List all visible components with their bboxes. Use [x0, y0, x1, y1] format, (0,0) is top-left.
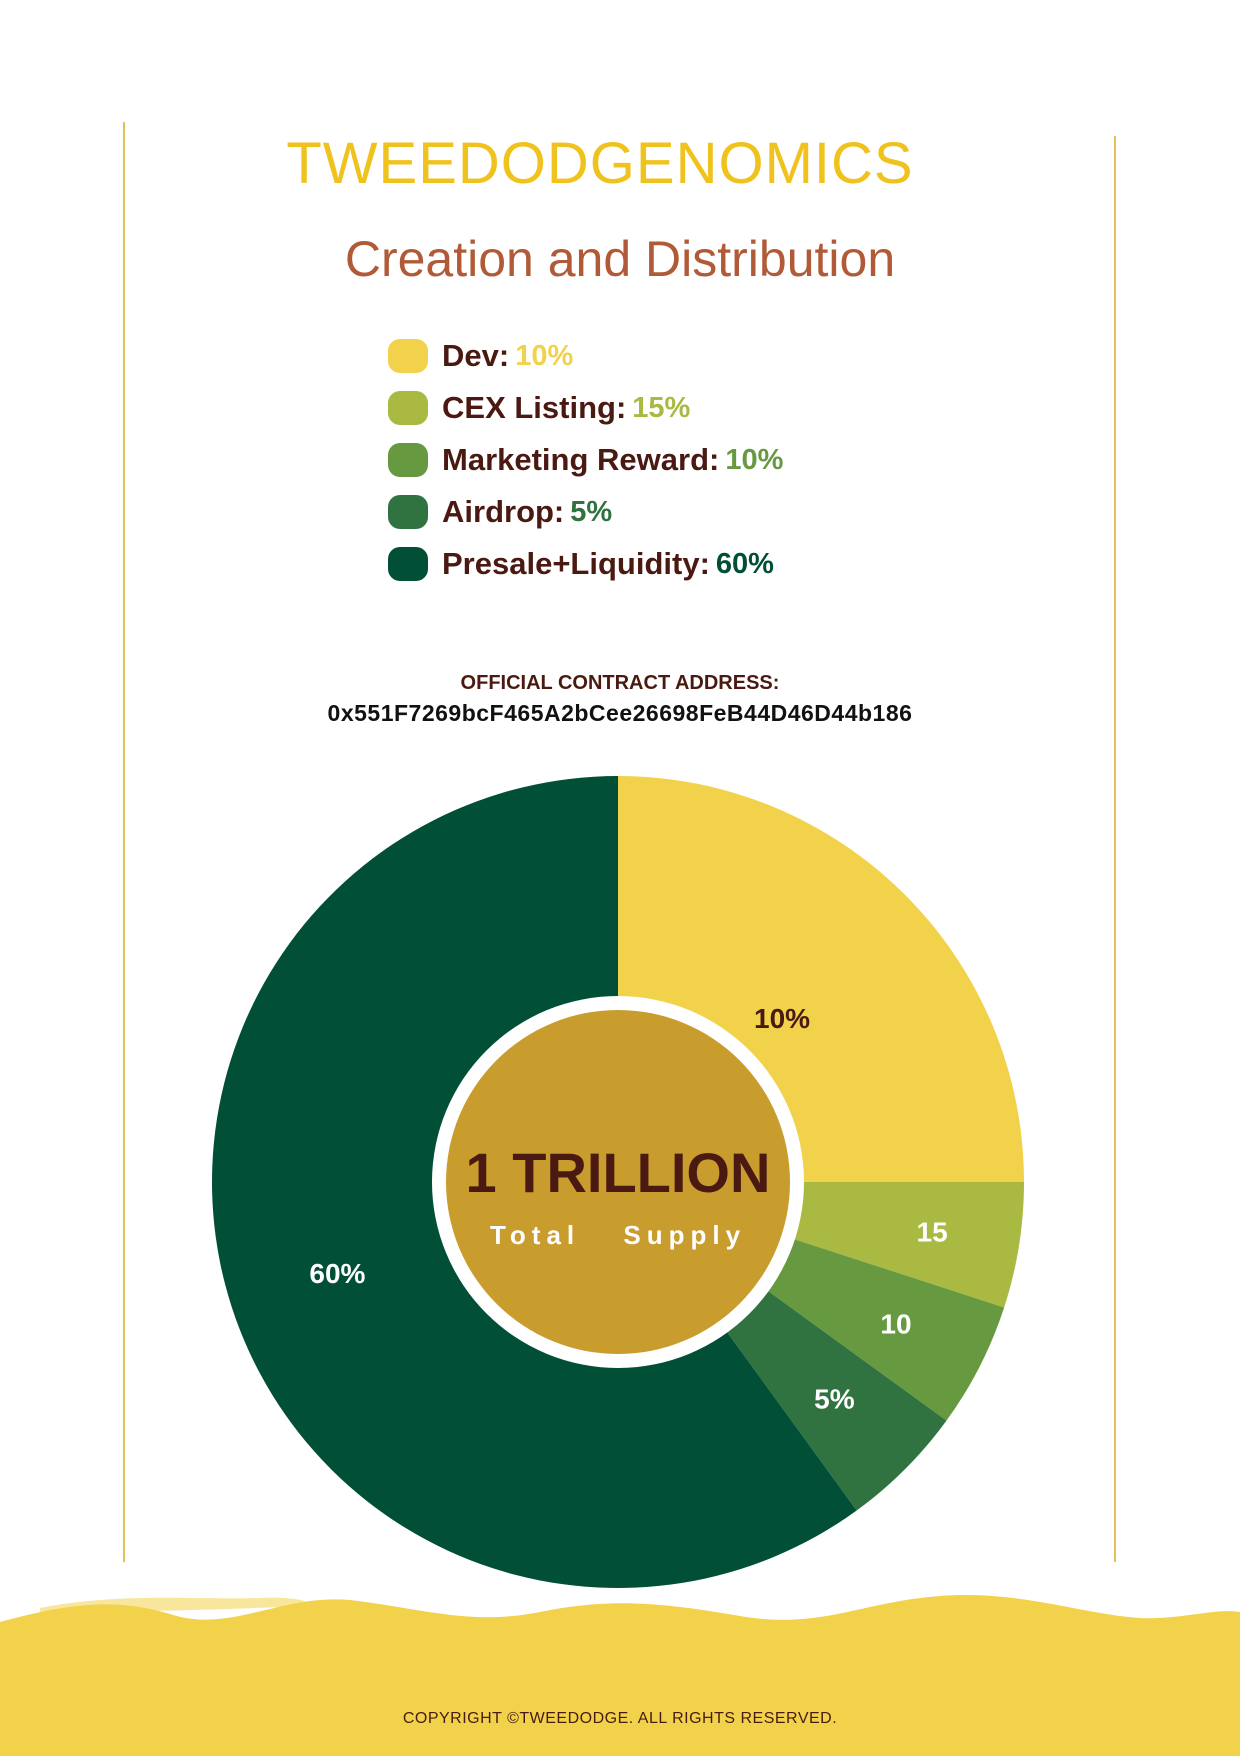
contract-address[interactable]: 0x551F7269bcF465A2bCee26698FeB44D46D44b1… — [327, 700, 913, 726]
legend-label: Dev: — [442, 338, 510, 373]
legend-swatch — [388, 443, 428, 477]
pie-data-label: 10% — [754, 1003, 810, 1034]
pie-data-label: 10 — [880, 1309, 911, 1340]
contract-label: OFFICIAL CONTRACT ADDRESS: — [460, 672, 780, 694]
total-supply-value: 1 TRILLION — [465, 1141, 771, 1204]
legend-item-airdrop: Airdrop: 5% — [388, 486, 783, 538]
center-circle — [446, 1010, 790, 1354]
legend-item-cex-listing: CEX Listing: 15% — [388, 382, 783, 434]
legend-label: CEX Listing: — [442, 390, 627, 425]
legend-swatch — [388, 339, 428, 373]
legend-swatch — [388, 495, 428, 529]
legend-value: 15% — [632, 391, 691, 424]
pie-data-label: 60% — [309, 1258, 365, 1289]
pie-data-label: 5% — [814, 1383, 855, 1414]
footer-wave-streak — [40, 1597, 308, 1612]
legend-value: 5% — [570, 495, 613, 528]
right-border-line — [1114, 136, 1116, 1562]
legend-value: 10% — [725, 443, 784, 476]
page-title: TWEEDODGENOMICS — [286, 131, 914, 196]
legend-item-marketing-reward: Marketing Reward: 10% — [388, 434, 783, 486]
footer-wave — [0, 1595, 1240, 1756]
copyright-footer: COPYRIGHT ©TWEEDODGE. ALL RIGHTS RESERVE… — [402, 1710, 838, 1727]
legend-item-presale-liquidity: Presale+Liquidity: 60% — [388, 538, 783, 590]
legend-swatch — [388, 391, 428, 425]
legend-item-dev: Dev: 10% — [388, 330, 783, 382]
legend-value: 60% — [715, 547, 774, 580]
legend-swatch — [388, 547, 428, 581]
legend-value: 10% — [515, 339, 574, 372]
total-supply-caption: Total Supply — [489, 1220, 747, 1250]
legend-label: Marketing Reward: — [442, 442, 720, 477]
legend-label: Presale+Liquidity: — [442, 546, 710, 581]
left-border-line — [123, 122, 125, 1562]
page-subtitle: Creation and Distribution — [344, 231, 896, 287]
pie-data-label: 15 — [917, 1217, 948, 1248]
legend-label: Airdrop: — [442, 494, 565, 529]
legend: Dev: 10% CEX Listing: 15% Marketing Rewa… — [388, 330, 783, 590]
